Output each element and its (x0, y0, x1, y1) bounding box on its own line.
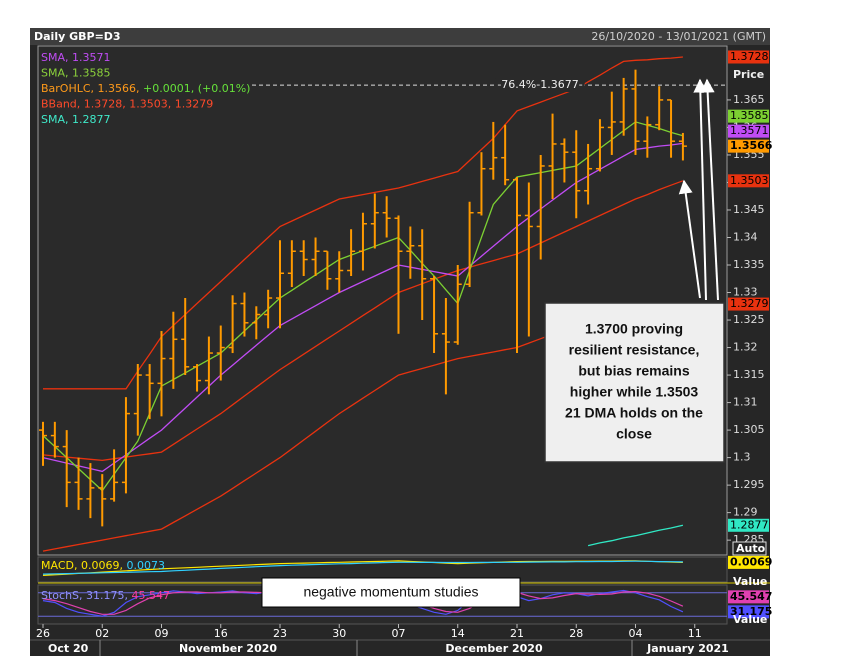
value-tag-label: 0.0069 (730, 555, 772, 568)
value-tag-label: 1.3728 (730, 50, 769, 63)
x-tick-label: 30 (332, 627, 346, 640)
note: negative momentum studies (303, 584, 478, 600)
annotation-bg (495, 78, 585, 93)
arrow (700, 78, 719, 301)
month-label: Oct 20 (48, 642, 89, 655)
y-tick-label: 1.305 (733, 423, 765, 436)
value-tag-label: 1.3503 (730, 174, 769, 187)
legend-entry: SMA, 1.3571 (41, 51, 110, 64)
value-tag (728, 605, 769, 619)
legend-entry: StochS, 31.175, 45.547 (41, 589, 170, 602)
value-tag (728, 124, 769, 138)
stoch-axis-label: Value (733, 613, 767, 626)
value-tag-label: 1.3566 (730, 139, 773, 152)
y-tick-label: 1.365 (733, 93, 765, 106)
date-range: 26/10/2020 - 13/01/2021 (GMT) (591, 30, 766, 43)
x-tick-label: 07 (392, 627, 406, 640)
x-tick-label: 21 (510, 627, 524, 640)
x-tick-label: 11 (688, 627, 702, 640)
legend-entry: SMA, 1.3585 (41, 67, 110, 80)
x-tick-label: 04 (629, 627, 643, 640)
annotation: -76.4%-1.3677- (497, 78, 582, 91)
legend-entry: BarOHLC, 1.3566, +0.0001, (+0.01%) (41, 82, 250, 95)
value-tag (728, 297, 769, 311)
value-tag (728, 139, 769, 153)
value-tag-label: 45.547 (730, 590, 772, 603)
x-tick-label: 09 (155, 627, 169, 640)
x-tick-label: 02 (95, 627, 109, 640)
scale-mode: Auto (736, 542, 766, 555)
legend-part: SMA, 1.2877 (41, 113, 110, 126)
legend-part: BarOHLC, 1.3566, (41, 82, 143, 95)
value-tag-label: 1.3279 (730, 297, 769, 310)
value-tag (728, 590, 769, 604)
legend-part: 45.547 (132, 589, 171, 602)
y-tick-label: 1.32 (733, 341, 758, 354)
value-tag (728, 518, 769, 532)
callout-line: 1.3700 proving (585, 321, 683, 337)
x-tick-label: 26 (36, 627, 50, 640)
value-tag-label: 31.175 (730, 605, 772, 618)
callout-box (544, 302, 725, 463)
arrow (693, 78, 708, 301)
legend-part: MACD, 0.0069, (41, 559, 126, 572)
legend-part: SMA, 1.3571 (41, 51, 110, 64)
plot-layer: 1.3651.361.3551.351.3451.341.3351.331.32… (36, 50, 773, 640)
value-tag-label: 1.3585 (730, 109, 769, 122)
callout-line: 21 DMA holds on the (565, 405, 703, 421)
month-label: January 2021 (646, 642, 729, 655)
value-tag (728, 555, 769, 569)
month-label: December 2020 (445, 642, 543, 655)
callout-line: higher while 1.3503 (570, 384, 699, 400)
indicator-line (587, 524, 684, 547)
legend-part: +0.0001, (+0.01%) (143, 82, 250, 95)
chart-title: Daily GBP=D3 (34, 30, 121, 43)
legend-part: BBand, 1.3728, 1.3503, 1.3279 (41, 98, 213, 111)
y-axis-title: Price (733, 68, 764, 81)
legend-entry: MACD, 0.0069, 0.0073 (41, 559, 165, 572)
legend-entry: BBand, 1.3728, 1.3503, 1.3279 (41, 98, 213, 111)
y-tick-label: 1.33 (733, 286, 758, 299)
indicator-line (42, 180, 684, 462)
callout-line: close (616, 426, 652, 442)
y-tick-label: 1.345 (733, 203, 765, 216)
value-tag-label: 1.2877 (730, 518, 769, 531)
legend-part: 0.0073 (126, 559, 165, 572)
value-tag (728, 174, 769, 188)
legend-part: StochS, 31.175, (41, 589, 132, 602)
legend-entry: SMA, 1.2877 (41, 113, 110, 126)
y-tick-label: 1.325 (733, 313, 765, 326)
callout-line: but bias remains (578, 363, 689, 379)
y-tick-label: 1.315 (733, 368, 765, 381)
y-tick-label: 1.295 (733, 478, 765, 491)
value-tag-label: 1.3571 (730, 124, 769, 137)
x-tick-label: 23 (273, 627, 287, 640)
x-tick-label: 14 (451, 627, 465, 640)
header-bar (30, 28, 770, 45)
y-tick-label: 1.34 (733, 230, 758, 243)
y-tick-label: 1.335 (733, 258, 765, 271)
macd-axis-label: Value (733, 575, 767, 588)
y-tick-label: 1.3 (733, 451, 751, 464)
y-tick-label: 1.31 (733, 396, 758, 409)
legend-part: SMA, 1.3585 (41, 67, 110, 80)
note-box (261, 577, 521, 608)
month-label: November 2020 (179, 642, 277, 655)
scale-mode-box (732, 541, 767, 556)
x-tick-label: 16 (214, 627, 228, 640)
arrow (678, 179, 701, 299)
macd-line (42, 560, 683, 575)
y-tick-label: 1.29 (733, 506, 758, 519)
x-tick-label: 28 (569, 627, 583, 640)
callout-line: resilient resistance, (569, 342, 700, 358)
value-tag (728, 109, 769, 123)
value-tag (728, 50, 769, 64)
